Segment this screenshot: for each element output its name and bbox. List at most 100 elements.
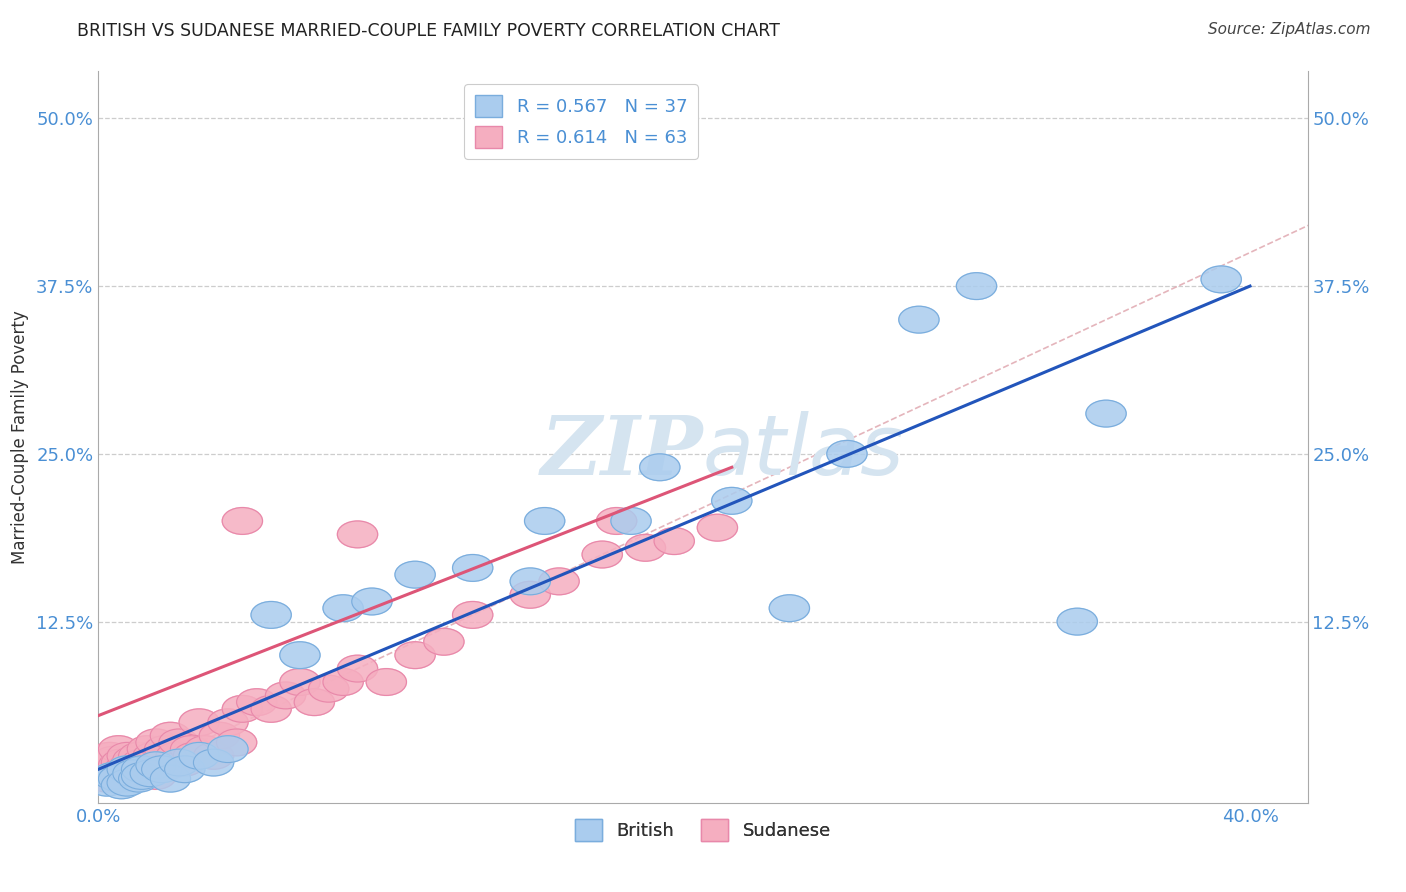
- Ellipse shape: [118, 742, 159, 769]
- Text: BRITISH VS SUDANESE MARRIED-COUPLE FAMILY POVERTY CORRELATION CHART: BRITISH VS SUDANESE MARRIED-COUPLE FAMIL…: [77, 22, 780, 40]
- Ellipse shape: [121, 749, 162, 776]
- Ellipse shape: [1085, 401, 1126, 427]
- Ellipse shape: [236, 689, 277, 715]
- Ellipse shape: [90, 742, 131, 769]
- Ellipse shape: [165, 756, 205, 782]
- Ellipse shape: [87, 769, 127, 796]
- Ellipse shape: [956, 273, 997, 300]
- Ellipse shape: [131, 760, 170, 787]
- Ellipse shape: [208, 709, 247, 736]
- Ellipse shape: [98, 752, 139, 779]
- Ellipse shape: [352, 588, 392, 615]
- Ellipse shape: [453, 555, 494, 582]
- Ellipse shape: [136, 752, 176, 779]
- Ellipse shape: [323, 669, 363, 696]
- Ellipse shape: [294, 689, 335, 715]
- Ellipse shape: [423, 628, 464, 655]
- Ellipse shape: [266, 682, 305, 709]
- Ellipse shape: [173, 742, 214, 769]
- Text: Source: ZipAtlas.com: Source: ZipAtlas.com: [1208, 22, 1371, 37]
- Ellipse shape: [165, 749, 205, 776]
- Ellipse shape: [395, 641, 436, 669]
- Ellipse shape: [610, 508, 651, 534]
- Ellipse shape: [524, 508, 565, 534]
- Ellipse shape: [112, 760, 153, 787]
- Ellipse shape: [208, 736, 247, 763]
- Ellipse shape: [87, 749, 127, 776]
- Ellipse shape: [104, 756, 145, 782]
- Ellipse shape: [538, 568, 579, 595]
- Ellipse shape: [337, 521, 378, 548]
- Ellipse shape: [98, 765, 139, 792]
- Ellipse shape: [596, 508, 637, 534]
- Ellipse shape: [156, 742, 197, 769]
- Ellipse shape: [121, 763, 162, 789]
- Ellipse shape: [101, 772, 142, 798]
- Ellipse shape: [252, 601, 291, 628]
- Text: ZIP: ZIP: [540, 412, 703, 491]
- Ellipse shape: [121, 760, 162, 787]
- Ellipse shape: [194, 749, 233, 776]
- Ellipse shape: [222, 696, 263, 723]
- Ellipse shape: [711, 487, 752, 515]
- Ellipse shape: [395, 561, 436, 588]
- Ellipse shape: [142, 756, 181, 782]
- Ellipse shape: [101, 765, 142, 792]
- Ellipse shape: [93, 763, 134, 789]
- Ellipse shape: [582, 541, 623, 568]
- Ellipse shape: [107, 760, 148, 787]
- Ellipse shape: [142, 749, 181, 776]
- Ellipse shape: [654, 528, 695, 555]
- Ellipse shape: [179, 709, 219, 736]
- Ellipse shape: [510, 582, 550, 608]
- Ellipse shape: [90, 756, 131, 782]
- Ellipse shape: [96, 760, 136, 787]
- Ellipse shape: [93, 747, 134, 773]
- Ellipse shape: [115, 763, 156, 789]
- Ellipse shape: [337, 655, 378, 682]
- Ellipse shape: [118, 765, 159, 792]
- Ellipse shape: [150, 752, 191, 779]
- Ellipse shape: [1057, 608, 1098, 635]
- Ellipse shape: [323, 595, 363, 622]
- Ellipse shape: [93, 763, 134, 789]
- Ellipse shape: [107, 742, 148, 769]
- Ellipse shape: [252, 696, 291, 723]
- Ellipse shape: [159, 749, 200, 776]
- Ellipse shape: [827, 441, 868, 467]
- Ellipse shape: [145, 736, 184, 763]
- Ellipse shape: [150, 723, 191, 749]
- Ellipse shape: [150, 765, 191, 792]
- Ellipse shape: [136, 729, 176, 756]
- Ellipse shape: [112, 747, 153, 773]
- Ellipse shape: [98, 736, 139, 763]
- Ellipse shape: [134, 742, 173, 769]
- Ellipse shape: [121, 756, 162, 782]
- Ellipse shape: [87, 765, 127, 792]
- Ellipse shape: [697, 515, 738, 541]
- Legend: British, Sudanese: British, Sudanese: [568, 812, 838, 848]
- Ellipse shape: [222, 508, 263, 534]
- Ellipse shape: [110, 752, 150, 779]
- Ellipse shape: [217, 729, 257, 756]
- Ellipse shape: [124, 752, 165, 779]
- Ellipse shape: [159, 729, 200, 756]
- Ellipse shape: [131, 756, 170, 782]
- Ellipse shape: [107, 769, 148, 796]
- Ellipse shape: [101, 749, 142, 776]
- Ellipse shape: [194, 742, 233, 769]
- Ellipse shape: [366, 669, 406, 696]
- Ellipse shape: [769, 595, 810, 622]
- Ellipse shape: [510, 568, 550, 595]
- Ellipse shape: [453, 601, 494, 628]
- Y-axis label: Married-Couple Family Poverty: Married-Couple Family Poverty: [11, 310, 30, 564]
- Ellipse shape: [640, 454, 681, 481]
- Ellipse shape: [170, 736, 211, 763]
- Ellipse shape: [626, 534, 665, 561]
- Ellipse shape: [107, 756, 148, 782]
- Ellipse shape: [200, 723, 239, 749]
- Ellipse shape: [184, 736, 225, 763]
- Ellipse shape: [1201, 266, 1241, 293]
- Ellipse shape: [280, 641, 321, 669]
- Ellipse shape: [280, 669, 321, 696]
